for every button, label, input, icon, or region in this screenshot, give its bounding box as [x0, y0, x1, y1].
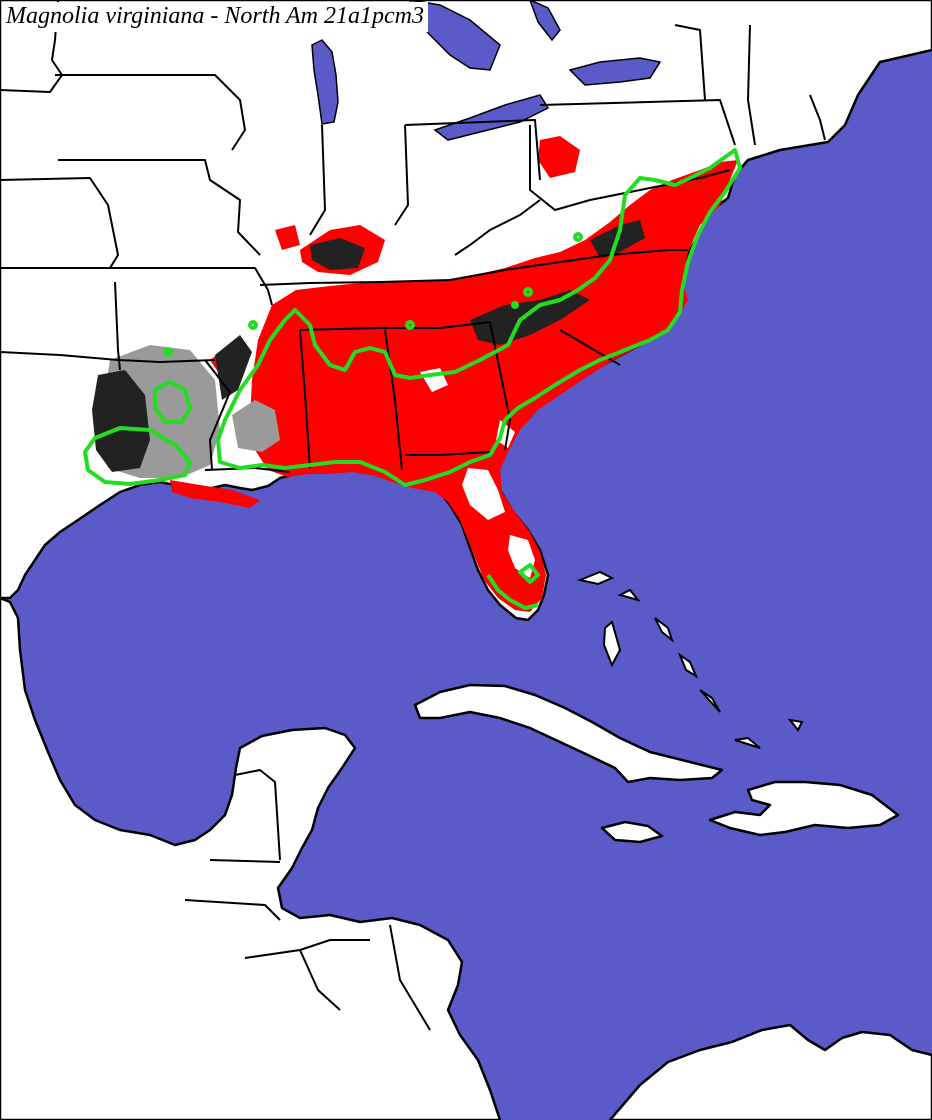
- uncertainty-shading: [92, 220, 645, 478]
- cuba-land: [413, 683, 724, 784]
- lake-ontario: [568, 57, 662, 86]
- south-america-land: [608, 1023, 932, 1120]
- native-range-outline: [83, 148, 742, 610]
- lake-michigan: [311, 39, 339, 125]
- jamaica-land: [600, 820, 664, 844]
- hispaniola-land: [708, 780, 900, 837]
- map-title: Magnolia virginiana - North Am 21a1pcm3: [4, 2, 428, 32]
- bahamas-islands: [576, 570, 804, 749]
- lake-erie: [433, 94, 550, 141]
- lake-superior: [529, 0, 561, 42]
- political-boundaries: [0, 0, 826, 1031]
- mexico-central-america-land: [0, 596, 502, 1120]
